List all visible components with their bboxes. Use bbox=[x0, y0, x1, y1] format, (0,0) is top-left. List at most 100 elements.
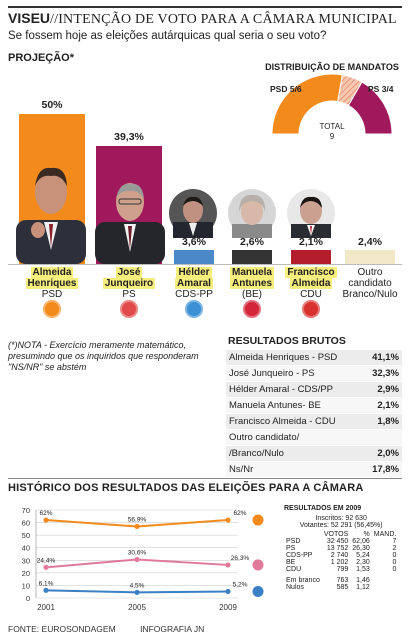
results-2009-row: PSD 32 450 62,06 7 bbox=[284, 538, 398, 545]
source-text: FONTE: EUROSONDAGEM bbox=[8, 624, 116, 634]
psd-arrow-icon bbox=[252, 514, 264, 526]
results-2009-cell: Em branco bbox=[286, 577, 320, 584]
candidate-first-name: Francisco bbox=[285, 267, 337, 278]
candidate-label: Manuela Antunes (BE) bbox=[220, 267, 284, 300]
results-2009-cell: 0 bbox=[392, 552, 397, 559]
candidate-first-name: Almeida bbox=[30, 267, 74, 278]
raw-results-title: RESULTADOS BRUTOS bbox=[228, 335, 346, 347]
results-2009-row: CDS-PP 2 740 5,24 0 bbox=[284, 552, 398, 559]
raw-results-value: 2,0% bbox=[377, 448, 399, 459]
results-2009-row: Em branco 763 1,46 bbox=[284, 575, 398, 584]
results-2009-cell: 1,12 bbox=[356, 584, 370, 591]
candidate-photo-3 bbox=[169, 189, 217, 238]
results-2009-cell: Nulos bbox=[286, 584, 304, 591]
series-point bbox=[134, 556, 140, 563]
results-2009-cell: BE bbox=[286, 559, 296, 566]
results-2009-cell: CDS-PP bbox=[286, 552, 313, 559]
title-city: VISEU bbox=[8, 10, 51, 26]
results-2009-cell: CDU bbox=[286, 566, 302, 573]
results-2009-cell: 585 bbox=[336, 584, 349, 591]
candidate-label: José Junqueiro PS bbox=[97, 267, 161, 300]
vote-pct-label: 39,3% bbox=[114, 131, 144, 144]
results-2009-cell: 26,30 bbox=[352, 545, 370, 552]
vote-pct-label: 3,6% bbox=[182, 236, 206, 248]
raw-results-label: Francisco Almeida - CDU bbox=[229, 416, 336, 427]
raw-results-label: José Junqueiro - PS bbox=[229, 368, 315, 379]
results-2009-cell: 7 bbox=[392, 538, 397, 545]
results-2009-cell: PSD bbox=[286, 538, 301, 545]
vote-bar bbox=[291, 250, 331, 264]
vote-pct-label: 50% bbox=[41, 99, 63, 111]
y-tick-label: 30 bbox=[22, 556, 30, 565]
raw-results-row: Manuela Antunes- BE 2,1% bbox=[226, 398, 402, 414]
data-label: 26,3% bbox=[231, 555, 250, 562]
candidate-last-name: Henriques bbox=[25, 278, 79, 289]
candidate-party: CDU bbox=[300, 289, 322, 300]
y-tick-label: 0 bbox=[26, 594, 30, 603]
vote-pct-label: 2,4% bbox=[358, 236, 382, 248]
results-2009-header-row: VOTOS% MAND. bbox=[284, 531, 398, 538]
vote-bar bbox=[345, 250, 395, 264]
results-2009-header: MAND. bbox=[373, 531, 397, 538]
results-2009-cell: 1,53 bbox=[356, 566, 370, 573]
results-2009-cell: 2 740 bbox=[330, 552, 349, 559]
raw-results-value: 17,8% bbox=[372, 464, 399, 475]
candidate-party: Branco/Nulo bbox=[342, 289, 398, 300]
x-tick-label: 2005 bbox=[128, 603, 146, 612]
history-title: HISTÓRICO DOS RESULTADOS DAS ELEIÇÕES PA… bbox=[8, 482, 364, 494]
series-point bbox=[43, 517, 49, 523]
y-tick-label: 20 bbox=[22, 569, 30, 578]
results-2009-header: % bbox=[363, 531, 370, 538]
data-label: 24,4% bbox=[37, 557, 56, 564]
results-2009-title: RESULTADOS EM 2009 bbox=[284, 505, 362, 512]
series-point bbox=[134, 589, 140, 595]
page-title: VISEU//INTENÇÃO DE VOTO PARA A CÂMARA MU… bbox=[8, 10, 397, 28]
candidate-first-name: José bbox=[115, 267, 143, 278]
data-label: 4,5% bbox=[130, 582, 145, 589]
results-2009-cell: 2,30 bbox=[356, 559, 370, 566]
results-2009-row: CDU 799 1,53 0 bbox=[284, 566, 398, 575]
series-point bbox=[225, 588, 231, 595]
raw-results-label: /Branco/Nulo bbox=[229, 448, 284, 459]
results-2009-cell: 13 752 bbox=[326, 545, 349, 552]
candidate-photo-1 bbox=[16, 167, 86, 264]
data-label: 30,6% bbox=[128, 550, 147, 557]
results-2009-header: VOTOS bbox=[323, 531, 349, 538]
raw-results-value: 41,1% bbox=[372, 352, 399, 363]
series-point bbox=[43, 564, 49, 570]
x-tick-label: 2001 bbox=[37, 603, 55, 612]
raw-results-value: 2,1% bbox=[377, 400, 399, 411]
candidate-first-name: Hélder bbox=[176, 267, 212, 278]
results-2009-cell: 0 bbox=[392, 559, 397, 566]
data-label: 5,2% bbox=[233, 581, 248, 588]
x-tick-label: 2009 bbox=[219, 603, 237, 612]
candidate-photo-5 bbox=[287, 189, 335, 238]
candidate-last-name: Junqueiro bbox=[102, 278, 156, 289]
title-rest: //INTENÇÃO DE VOTO PARA A CÂMARA MUNICIP… bbox=[50, 12, 397, 27]
results-2009-cell: 1 202 bbox=[330, 559, 349, 566]
raw-results-row: Almeida Henriques - PSD 41,1% bbox=[226, 350, 402, 366]
results-2009-cell: 0 bbox=[392, 566, 397, 573]
results-2009-cell: 62,06 bbox=[352, 538, 370, 545]
y-tick-label: 60 bbox=[22, 519, 30, 528]
ps-fist-rose-icon bbox=[120, 300, 138, 318]
footer: FONTE: EUROSONDAGEM INFOGRAFIA JN bbox=[8, 624, 226, 634]
vote-bar bbox=[174, 250, 214, 264]
data-label: 62% bbox=[233, 510, 246, 517]
data-label: 6,1% bbox=[39, 580, 54, 587]
raw-results-row: José Junqueiro - PS 32,3% bbox=[226, 366, 402, 382]
question-text: Se fossem hoje as eleições autárquicas q… bbox=[8, 30, 327, 42]
credit-text: INFOGRAFIA JN bbox=[140, 624, 205, 634]
candidate-label: Almeida Henriques PSD bbox=[20, 267, 84, 300]
candidate-party: (BE) bbox=[242, 289, 262, 300]
distribution-title: DISTRIBUIÇÃO DE MANDATOS bbox=[265, 62, 399, 72]
raw-results-table: Almeida Henriques - PSD 41,1% José Junquei… bbox=[226, 350, 402, 478]
results-2009-table: VOTOS% MAND. PSD 32 450 62,06 7 PS 13 752 26,30 2… bbox=[284, 531, 398, 591]
results-2009-panel: RESULTADOS EM 2009 Inscritos: 92 630 Vot… bbox=[284, 505, 398, 591]
series-point bbox=[225, 562, 231, 568]
raw-results-label: Ns/Nr bbox=[229, 464, 254, 475]
psd-arrow-icon bbox=[43, 300, 61, 318]
methodology-note: (*)NOTA - Exercício meramente matemático… bbox=[8, 340, 199, 372]
results-2009-cell: 1,46 bbox=[356, 577, 370, 584]
candidate-label: Francisco Almeida CDU bbox=[279, 267, 343, 300]
